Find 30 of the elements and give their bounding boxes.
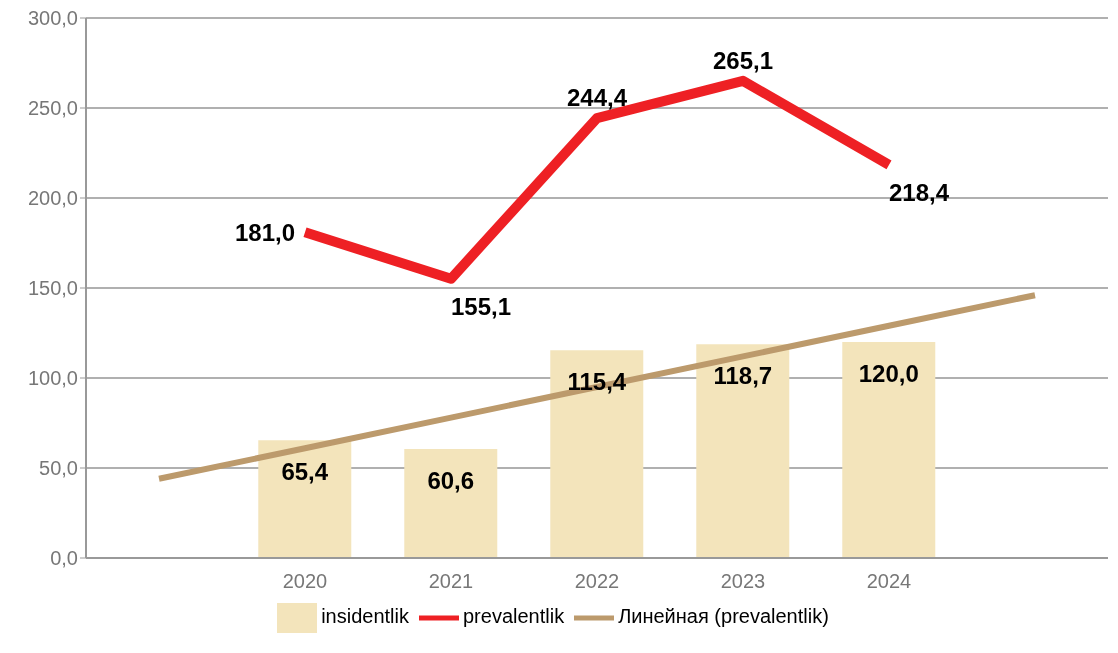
y-tick-label: 0,0 [50, 547, 78, 570]
data-label: 218,4 [888, 178, 950, 206]
legend-label: prevalentlik [462, 605, 565, 628]
data-label: 115,4 [567, 368, 627, 396]
data-label: 65,4 [281, 458, 329, 486]
y-tick-label: 250,0 [27, 97, 78, 120]
data-label: 265,1 [712, 46, 774, 74]
data-label: 181,0 [234, 219, 295, 247]
y-tick-label: 300,0 [27, 7, 78, 30]
data-label: 244,4 [566, 84, 628, 112]
y-tick-label: 100,0 [27, 367, 78, 390]
data-label: 155,1 [450, 292, 512, 320]
bar [550, 350, 644, 558]
bar [404, 448, 498, 558]
x-tick-label: 2024 [866, 570, 912, 593]
data-label: 120,0 [858, 360, 919, 387]
data-label: 60,6 [427, 466, 475, 494]
x-tick-label: 2023 [720, 570, 766, 593]
x-tick-label: 2020 [282, 570, 328, 593]
legend-label: Линейная (prevalentlik) [618, 605, 829, 628]
bar [842, 342, 936, 558]
y-tick-label: 200,0 [27, 187, 78, 210]
x-tick-label: 2022 [574, 570, 620, 593]
data-label: 118,7 [713, 362, 773, 390]
legend-label: insidentlik [321, 605, 409, 628]
y-tick-label: 50,0 [39, 457, 78, 480]
bar [258, 440, 352, 558]
x-tick-label: 2021 [428, 570, 474, 593]
bar [696, 344, 790, 558]
y-tick-label: 150,0 [27, 277, 78, 300]
